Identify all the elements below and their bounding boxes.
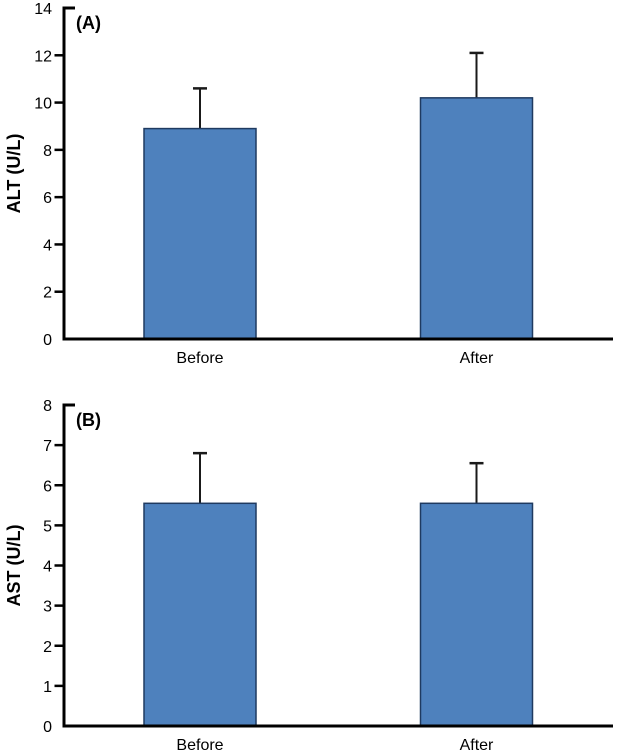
y-tick-label: 7 [43, 438, 52, 455]
panel-a-alt-chart: Before After 0 2 4 6 8 10 12 14 (A) ALT (U/L) [4, 1, 613, 367]
bar-after [419, 97, 534, 340]
y-tick-label: 8 [43, 398, 52, 415]
y-tick-label: 4 [43, 559, 52, 576]
x-category-label-before: Before [176, 350, 223, 367]
bar-before [143, 502, 257, 727]
y-tick-label: 0 [43, 332, 52, 349]
y-axis-title: AST (U/L) [4, 525, 24, 607]
y-tick-label: 1 [43, 679, 52, 696]
x-category-label-before: Before [176, 737, 223, 750]
y-tick-label: 2 [43, 639, 52, 656]
y-tick-label: 2 [43, 285, 52, 302]
panel-b-ast-chart: Before After 0 1 2 3 4 5 6 7 8 (B) AST (U/L) [4, 398, 613, 750]
x-category-label-after: After [460, 737, 494, 750]
y-axis-title: ALT (U/L) [4, 134, 24, 214]
y-tick-label: 0 [43, 719, 52, 736]
panel-label: (B) [76, 410, 101, 430]
bar-after [419, 502, 534, 727]
y-tick-label: 4 [43, 237, 52, 254]
x-category-label-after: After [460, 350, 494, 367]
y-tick-label: 5 [43, 518, 52, 535]
y-tick-label: 8 [43, 143, 52, 160]
bar-before [143, 127, 257, 340]
y-tick-label: 10 [34, 96, 52, 113]
y-tick-label: 6 [43, 190, 52, 207]
y-tick-label: 12 [34, 48, 52, 65]
panel-label: (A) [76, 13, 101, 33]
y-tick-label: 3 [43, 599, 52, 616]
y-tick-label: 6 [43, 478, 52, 495]
y-tick-label: 14 [34, 1, 52, 18]
